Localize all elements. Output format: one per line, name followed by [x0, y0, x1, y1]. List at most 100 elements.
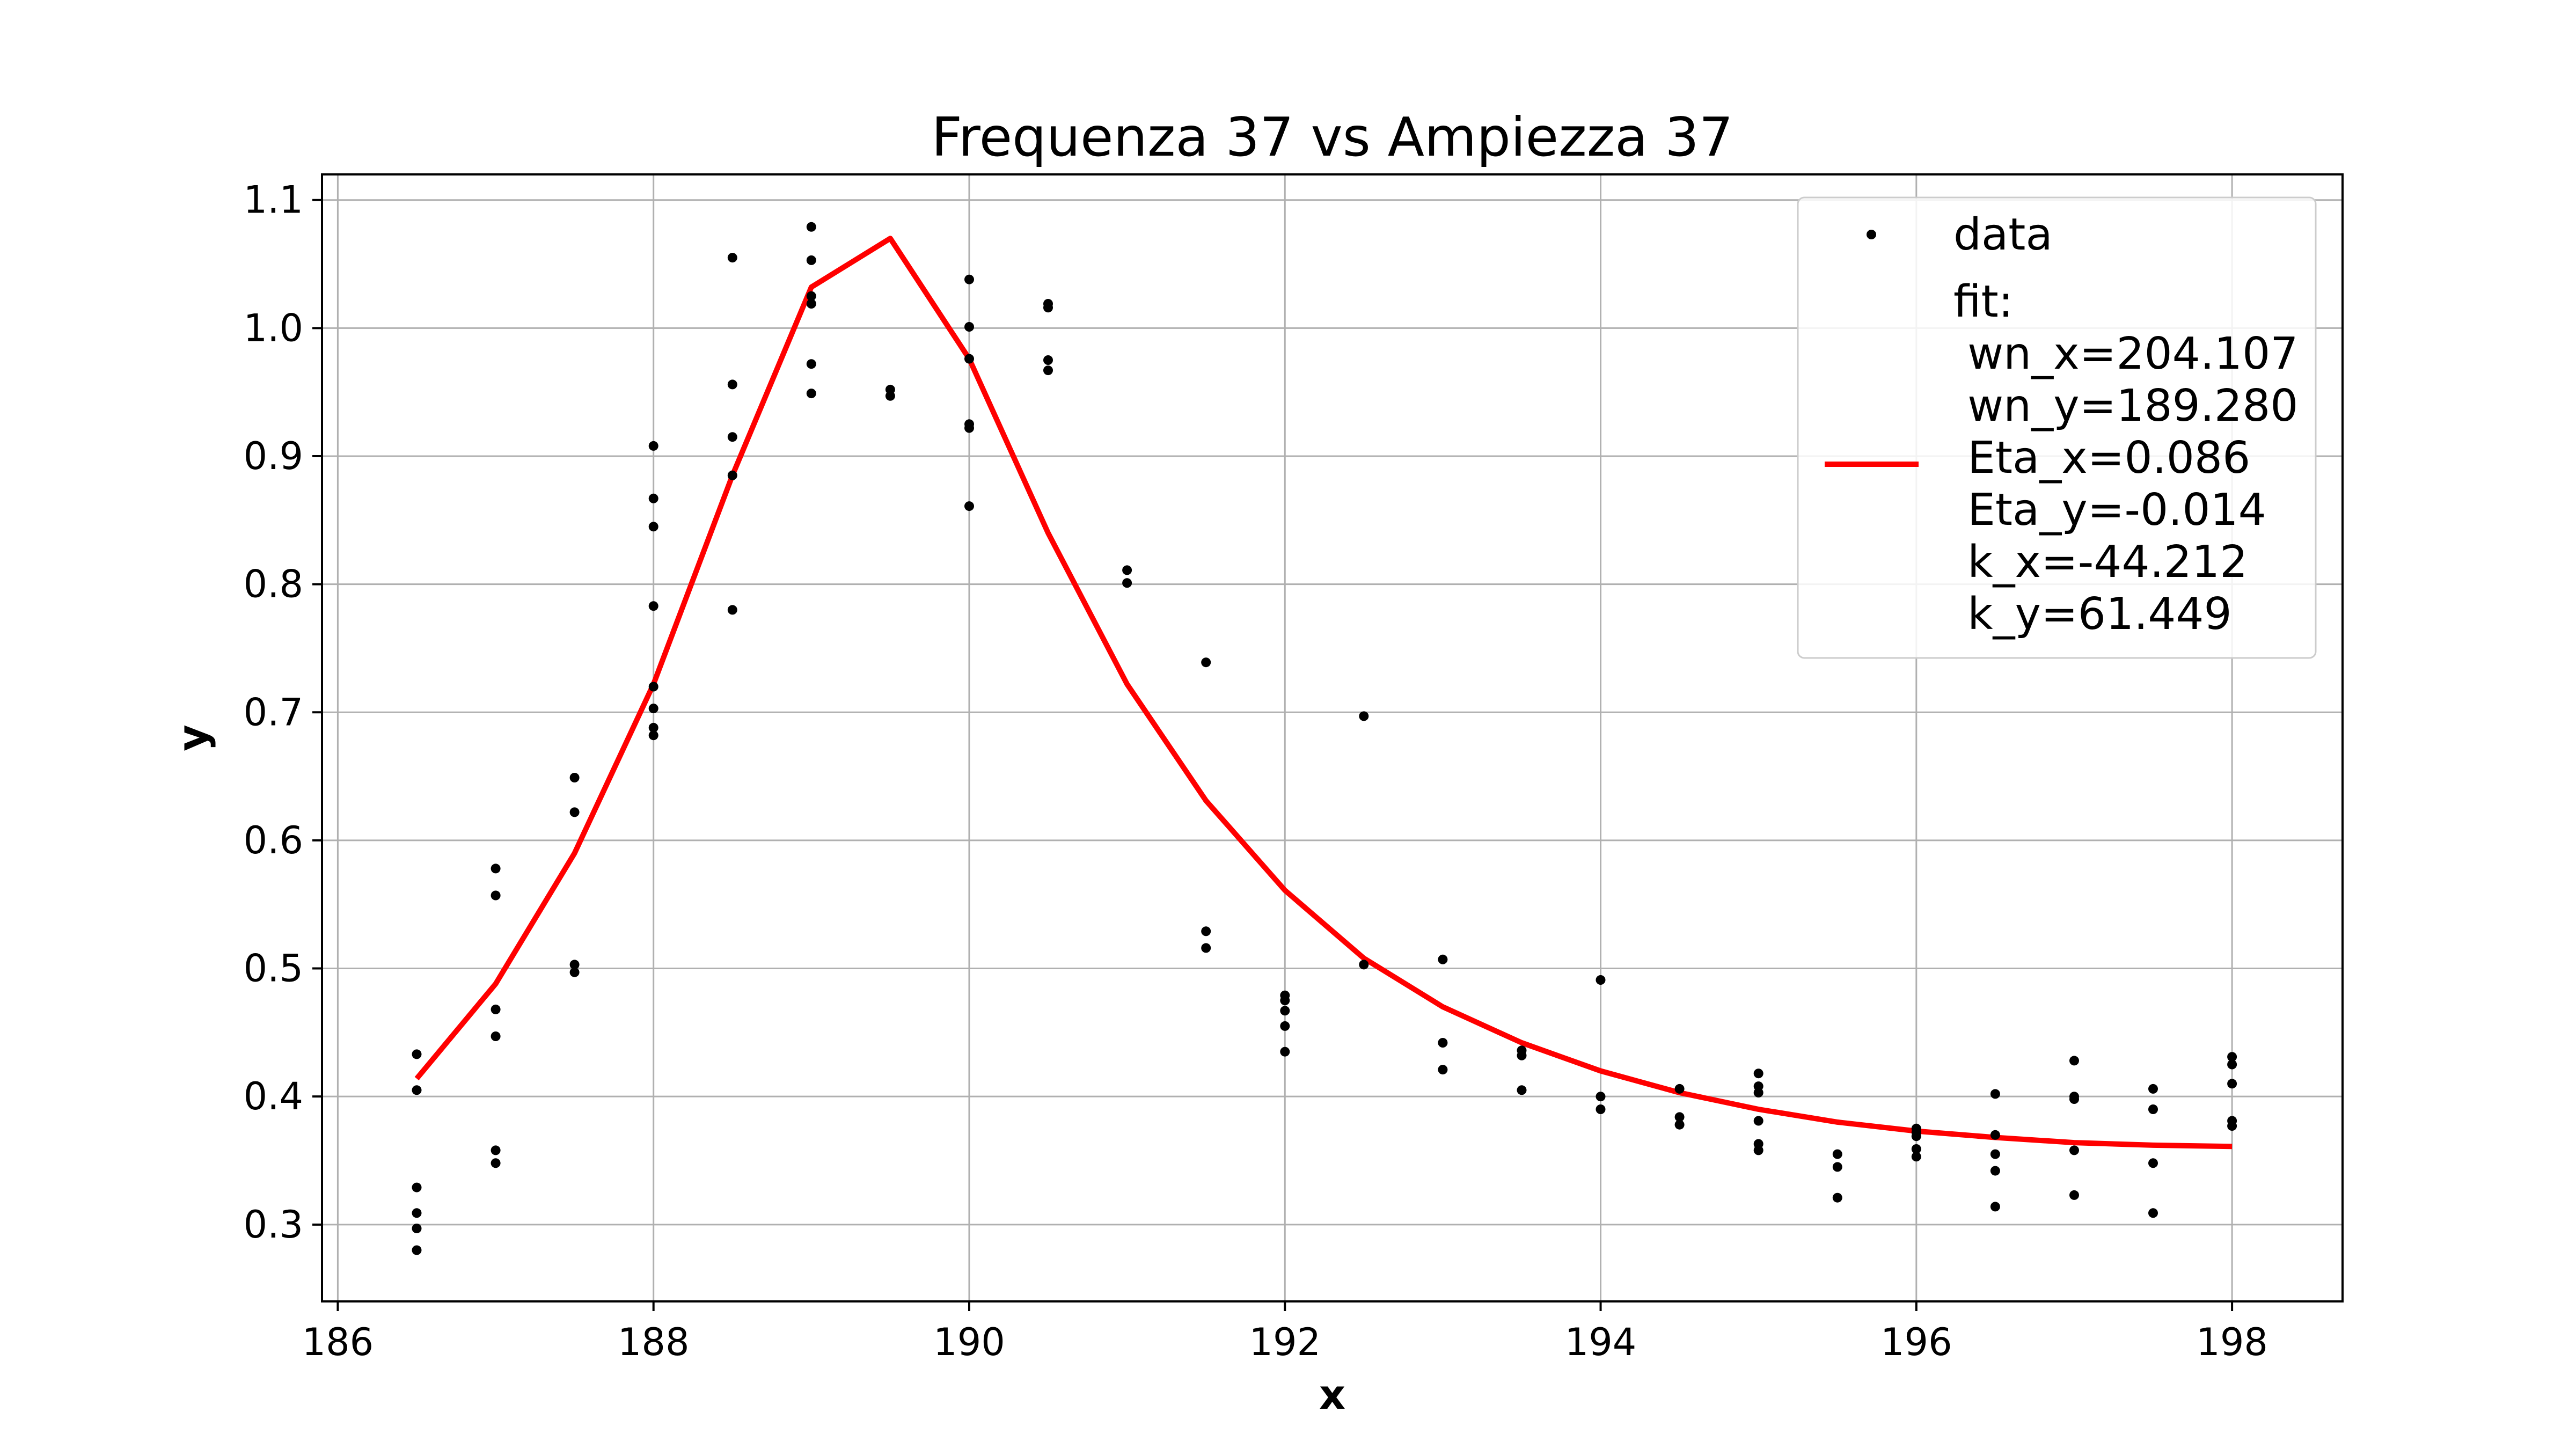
data-point [806, 299, 816, 309]
data-point [569, 967, 580, 977]
data-point [1832, 1162, 1842, 1172]
data-point [2069, 1145, 2079, 1155]
data-point [648, 441, 658, 451]
y-tick-label: 0.6 [244, 818, 303, 862]
data-point [569, 960, 580, 970]
data-point [727, 470, 737, 480]
data-point [491, 1031, 501, 1041]
legend-box [1797, 196, 2317, 659]
data-point [727, 379, 737, 390]
legend-fit-line-text: Eta_x=0.086 [1953, 433, 2250, 484]
y-tick-label: 0.8 [244, 562, 303, 606]
data-point [2148, 1084, 2158, 1094]
data-point [964, 354, 974, 364]
y-tick-label: 1.1 [244, 178, 303, 222]
data-point [1832, 1149, 1842, 1159]
data-point [648, 522, 658, 532]
data-point [1517, 1050, 1527, 1060]
data-point [2227, 1052, 2237, 1062]
x-tick-label: 186 [302, 1320, 374, 1364]
y-axis-label: y [169, 724, 216, 751]
data-point [1674, 1084, 1685, 1094]
data-point [2227, 1059, 2237, 1070]
x-axis-label: x [1319, 1371, 1345, 1418]
y-tick-label: 0.9 [244, 434, 303, 478]
data-point [885, 391, 895, 401]
y-tick-label: 0.5 [244, 947, 303, 991]
data-point [648, 730, 658, 741]
data-point [806, 359, 816, 369]
legend-fit-line-text: wn_y=189.280 [1953, 380, 2298, 431]
data-point [1043, 303, 1053, 313]
data-point [1674, 1119, 1685, 1130]
data-point [806, 255, 816, 265]
legend-fit-line-text: k_y=61.449 [1953, 589, 2232, 640]
data-point [806, 389, 816, 399]
data-point [1990, 1149, 2000, 1159]
y-tick-label: 1.0 [244, 306, 303, 350]
data-point [2227, 1079, 2237, 1089]
data-point [1596, 1104, 1606, 1114]
x-tick-label: 196 [1880, 1320, 1952, 1364]
fit-series [414, 236, 2233, 1150]
data-point [1359, 960, 1369, 970]
y-tick-label: 0.3 [244, 1203, 303, 1247]
x-tick-label: 190 [933, 1320, 1005, 1364]
y-tick-label: 0.4 [244, 1074, 303, 1118]
legend-fit-line-text: k_x=-44.212 [1953, 537, 2248, 588]
data-point [1280, 1021, 1290, 1031]
data-point [806, 222, 816, 232]
data-point [412, 1049, 422, 1059]
data-point [491, 1145, 501, 1155]
legend: data fit: wn_x=204.107 wn_y=189.280 Eta_… [1797, 196, 2317, 659]
data-point [1674, 1112, 1685, 1122]
data-point [1753, 1069, 1763, 1079]
data-point [1517, 1085, 1527, 1095]
data-point [1753, 1145, 1763, 1155]
data-point [1753, 1116, 1763, 1126]
chart-title: Frequenza 37 vs Ampiezza 37 [932, 106, 1733, 169]
data-point [1043, 355, 1053, 365]
data-point [1122, 565, 1132, 575]
data-point [727, 432, 737, 442]
data-point [1201, 657, 1211, 668]
data-point [1911, 1144, 1921, 1154]
x-tick-label: 192 [1249, 1320, 1321, 1364]
data-point [1990, 1202, 2000, 1212]
y-tick-label: 0.7 [244, 690, 303, 734]
data-point [727, 253, 737, 263]
data-point [806, 291, 816, 301]
data-point [1438, 954, 1448, 964]
data-point [1280, 1006, 1290, 1016]
data-point [964, 322, 974, 332]
data-point [1043, 365, 1053, 376]
data-point [964, 501, 974, 511]
data-point [1122, 578, 1132, 588]
data-point [412, 1224, 422, 1233]
data-point [2069, 1094, 2079, 1104]
data-point [727, 605, 737, 615]
data-point [491, 863, 501, 874]
data-point [491, 1004, 501, 1014]
data-point [1438, 1038, 1448, 1048]
data-point [1438, 1065, 1448, 1075]
data-point [412, 1208, 422, 1218]
data-point [2148, 1104, 2158, 1114]
data-point [1753, 1088, 1763, 1097]
x-tick-label: 194 [1565, 1320, 1637, 1364]
data-point [964, 274, 974, 284]
data-point [1990, 1166, 2000, 1176]
legend-data-label: data [1953, 209, 2053, 260]
data-series [412, 222, 2237, 1255]
data-point [648, 704, 658, 714]
plot-area-frame [321, 173, 2344, 1302]
legend-fit-line-text: fit: [1953, 276, 2013, 327]
data-point [1201, 926, 1211, 936]
data-point [2069, 1056, 2079, 1066]
data-point [1832, 1192, 1842, 1203]
data-point [412, 1085, 422, 1095]
data-point [1596, 975, 1606, 985]
axis-ticks: 186 188 190 192 194 196 198 0.3 0.4 0.5 0.6 0.7 0.8 0… [244, 178, 2268, 1364]
data-point [1911, 1152, 1921, 1162]
